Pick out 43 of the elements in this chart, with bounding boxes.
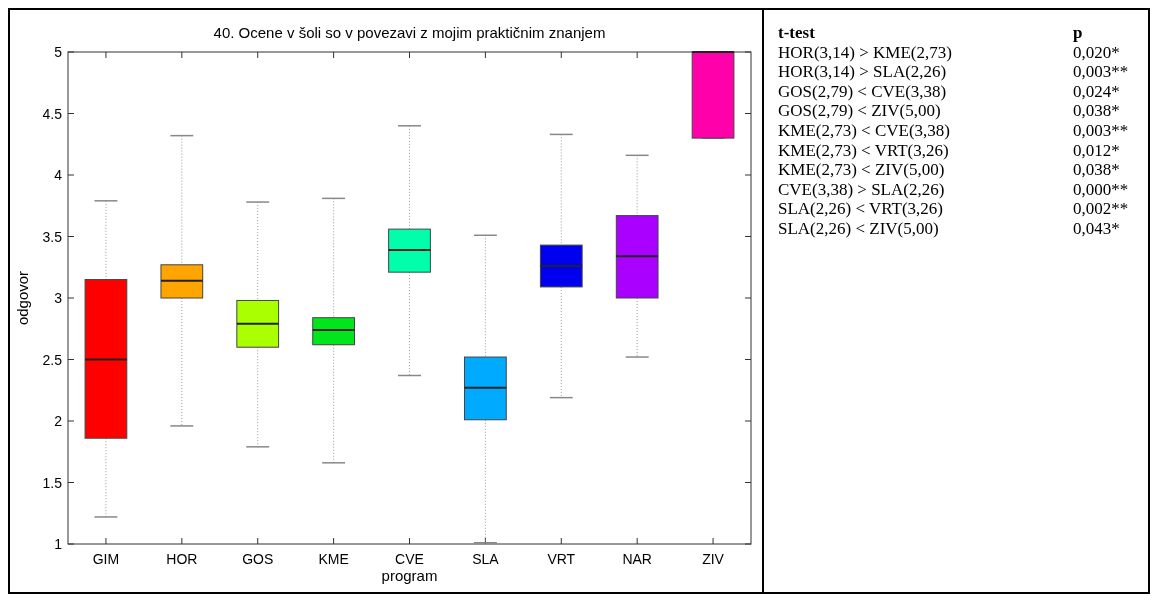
y-tick-label: 1.5 [42, 474, 63, 491]
y-tick-label: 2.5 [42, 351, 63, 368]
y-tick-label: 3.5 [42, 228, 63, 245]
y-tick-label: 2 [54, 413, 63, 429]
text: 0,012* [1073, 140, 1120, 160]
x-tick-label: SLA [472, 551, 500, 567]
text: 0,038* [1073, 160, 1120, 180]
x-tick-label: ZIV [702, 551, 725, 567]
x-tick-label: NAR [622, 551, 652, 567]
text: 0,043* [1073, 219, 1120, 238]
x-tick-label: HOR [166, 551, 198, 567]
y-tick-label: 4 [54, 167, 63, 183]
text: 0,038* [1073, 101, 1120, 121]
text: GOS(2,79) < ZIV(5,00) [778, 101, 941, 121]
text: HOR(3,14) > KME(2,73) [778, 42, 952, 62]
text: KME(2,73) < ZIV(5,00) [778, 160, 945, 180]
text: 0,002** [1073, 199, 1129, 219]
text: 0,000** [1073, 179, 1129, 199]
text: SLA(2,26) < VRT(3,26) [778, 199, 944, 219]
text: 0,024* [1073, 81, 1120, 101]
text: t-test [778, 23, 816, 42]
chart-title: 40. Ocene v šoli so v povezavi z mojim praktičnim znanjem [213, 24, 606, 41]
x-axis-title: program [381, 567, 438, 584]
text: 0,003** [1073, 121, 1129, 140]
text: 0,020* [1073, 42, 1120, 62]
y-tick-label: 4.5 [42, 105, 63, 122]
x-tick-label: GOS [242, 551, 274, 567]
x-tick-label: CVE [395, 551, 424, 567]
text: HOR(3,14) > SLA(2,26) [778, 62, 947, 82]
y-tick-label: 5 [54, 44, 63, 60]
x-tick-label: VRT [547, 551, 576, 567]
x-tick-label: GIM [92, 551, 120, 567]
text: KME(2,73) < VRT(3,26) [778, 140, 949, 160]
text: CVE(3,38) > SLA(2,26) [778, 179, 945, 199]
y-axis-title: odgovor [14, 270, 31, 326]
text: GOS(2,79) < CVE(3,38) [778, 81, 947, 101]
y-tick-label: 3 [54, 290, 63, 306]
y-tick-label: 1 [54, 536, 63, 552]
text: p [1073, 23, 1083, 42]
text: SLA(2,26) < ZIV(5,00) [778, 219, 939, 238]
text: KME(2,73) < CVE(3,38) [778, 121, 951, 140]
x-tick-label: KME [318, 551, 349, 567]
text: 0,003** [1073, 62, 1129, 82]
